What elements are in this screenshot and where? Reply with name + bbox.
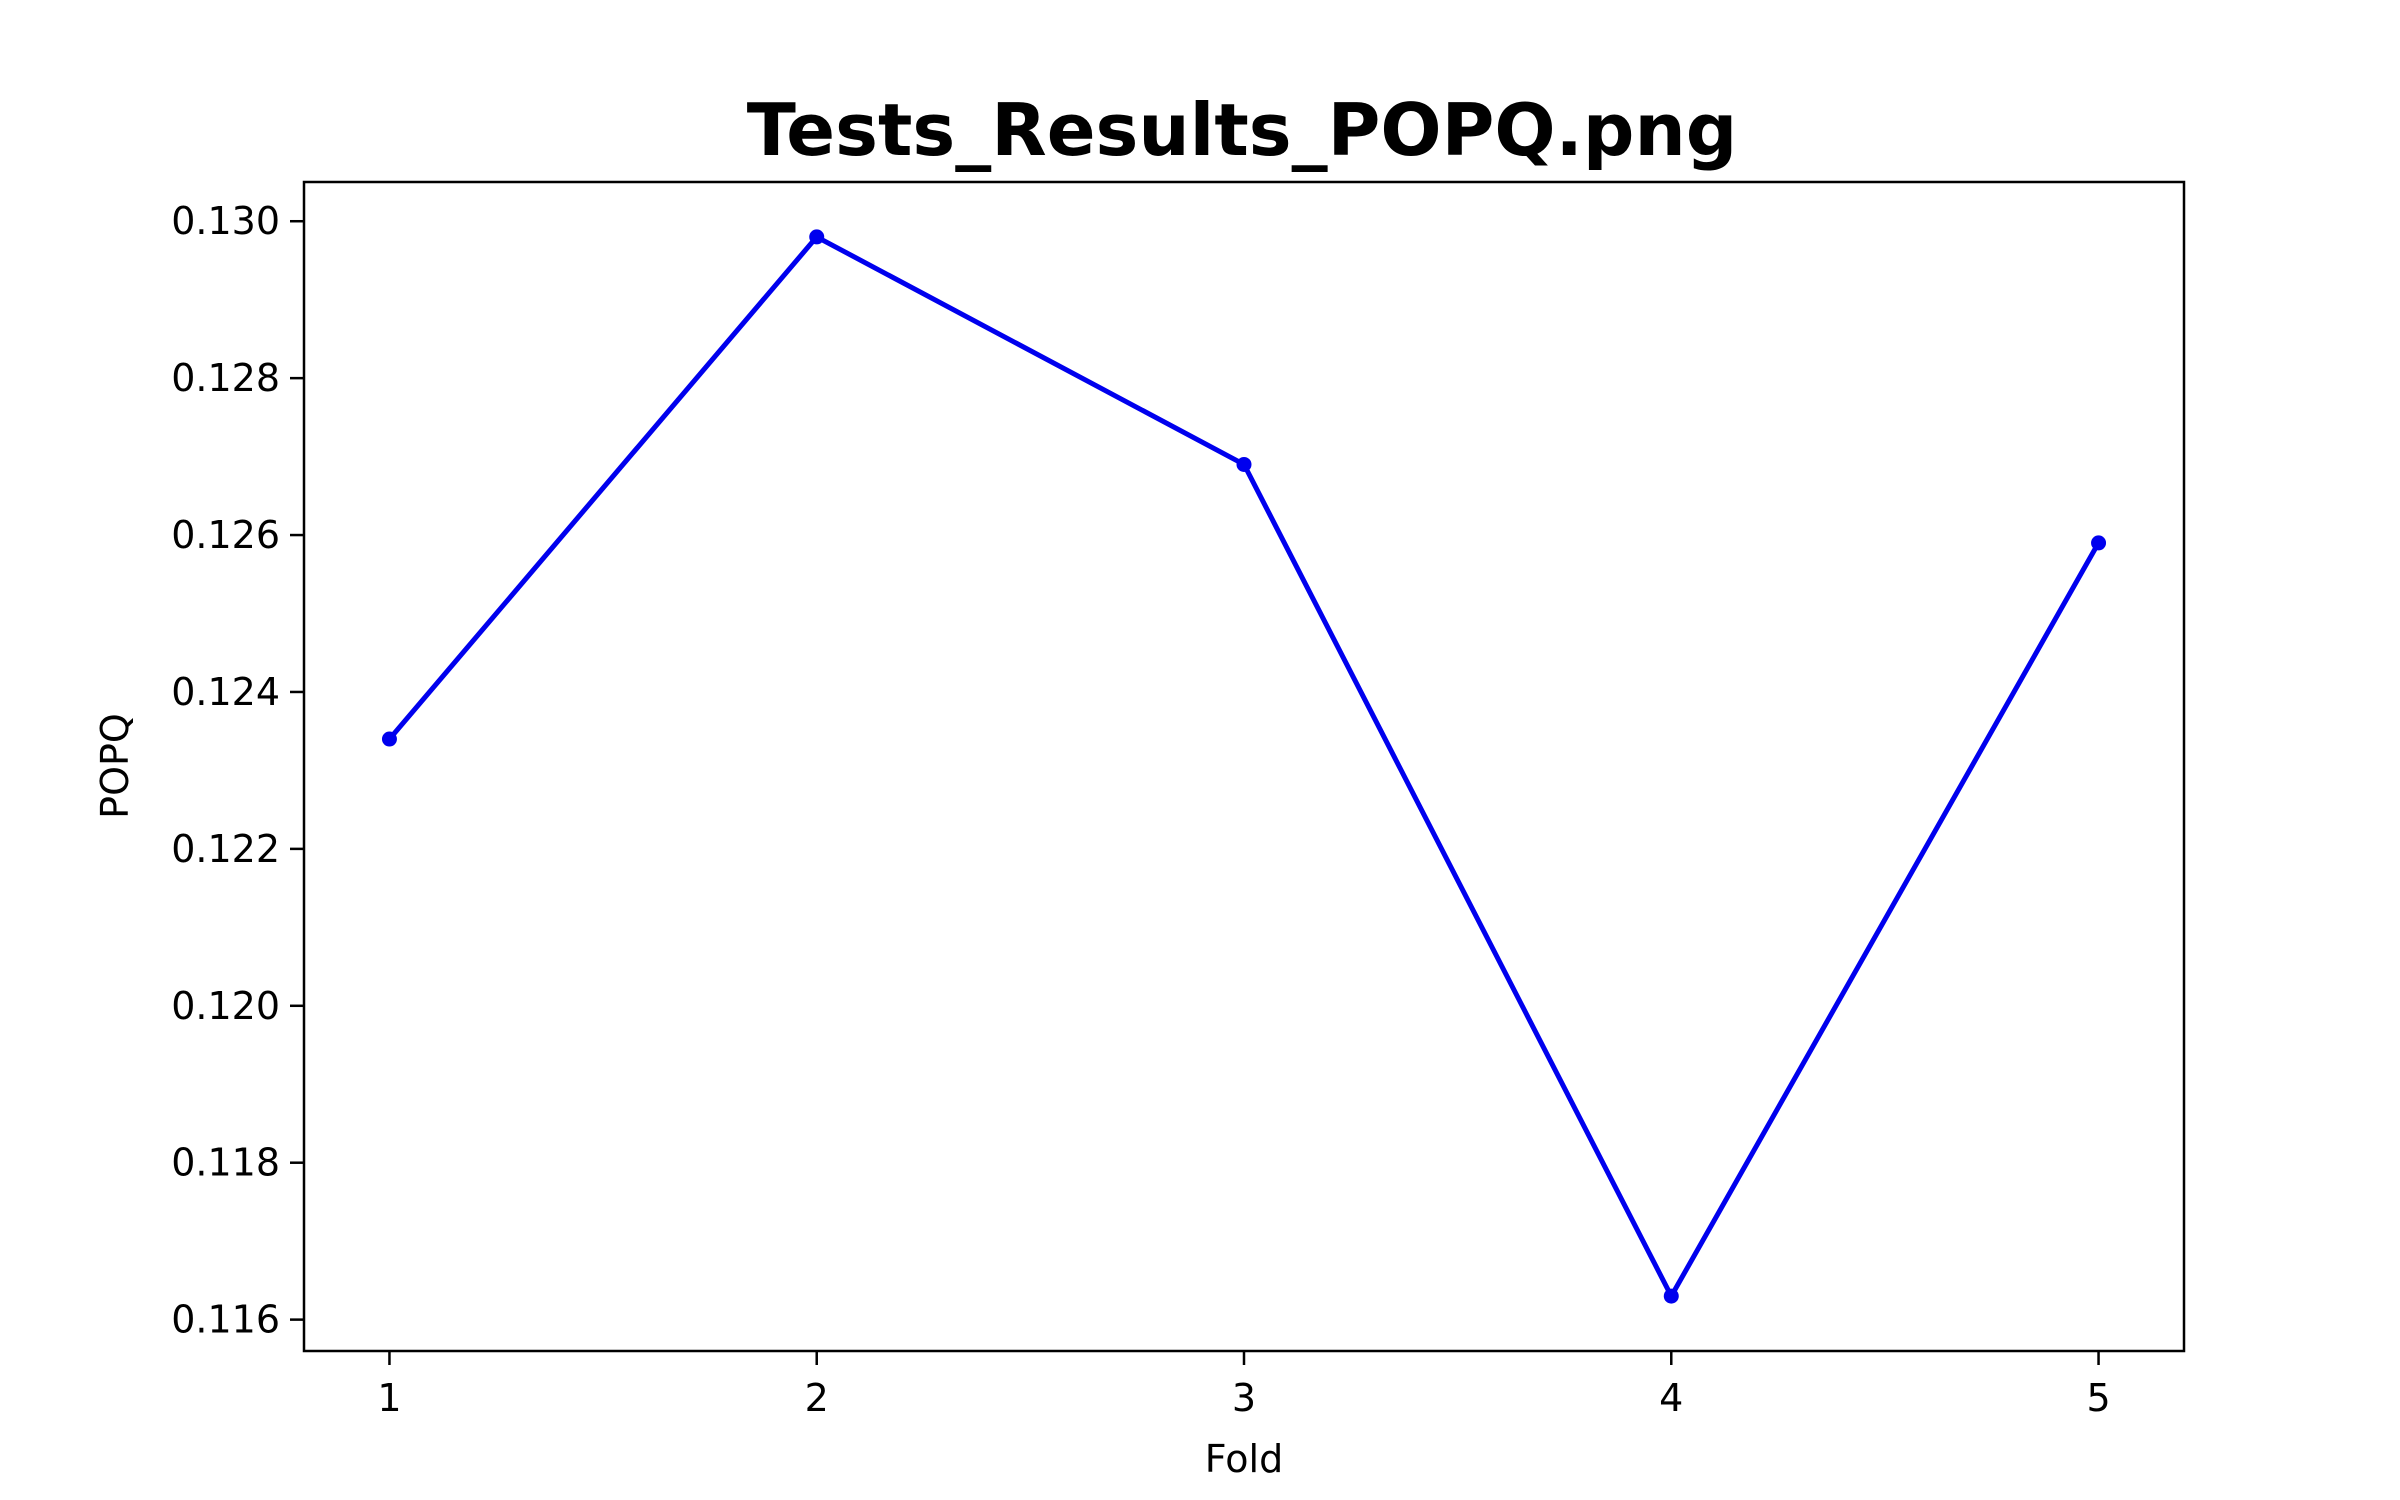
data-point [809,229,825,245]
data-point [2091,535,2107,551]
data-point [381,731,397,747]
data-point [1663,1288,1679,1304]
plot-area-frame [302,180,2186,1353]
series-line [387,234,2101,1299]
y-axis-ticks: 0.116 0.118 0.120 0.122 0.124 0.126 0.128 0.130 [171,199,304,1342]
x-axis-ticks: 1 2 3 4 5 [377,1351,2111,1420]
x-tick-label: 5 [2086,1376,2110,1420]
data-point [1236,456,1252,472]
y-tick-label: 0.120 [171,984,280,1028]
x-tick-label: 1 [377,1376,401,1420]
y-tick-label: 0.122 [171,827,280,871]
y-tick-label: 0.124 [171,670,280,714]
chart-title: Tests_Results_POPQ.png [747,88,1738,172]
y-tick-label: 0.116 [171,1298,280,1342]
y-axis-label: POPQ [93,713,137,819]
x-tick-label: 4 [1659,1376,1683,1420]
y-tick-label: 0.130 [171,199,280,243]
x-tick-label: 2 [805,1376,829,1420]
y-tick-label: 0.118 [171,1141,280,1185]
x-tick-label: 3 [1232,1376,1256,1420]
series-layer [381,229,2107,1304]
y-tick-label: 0.126 [171,513,280,557]
y-tick-label: 0.128 [171,356,280,400]
x-axis-label: Fold [1205,1437,1283,1481]
